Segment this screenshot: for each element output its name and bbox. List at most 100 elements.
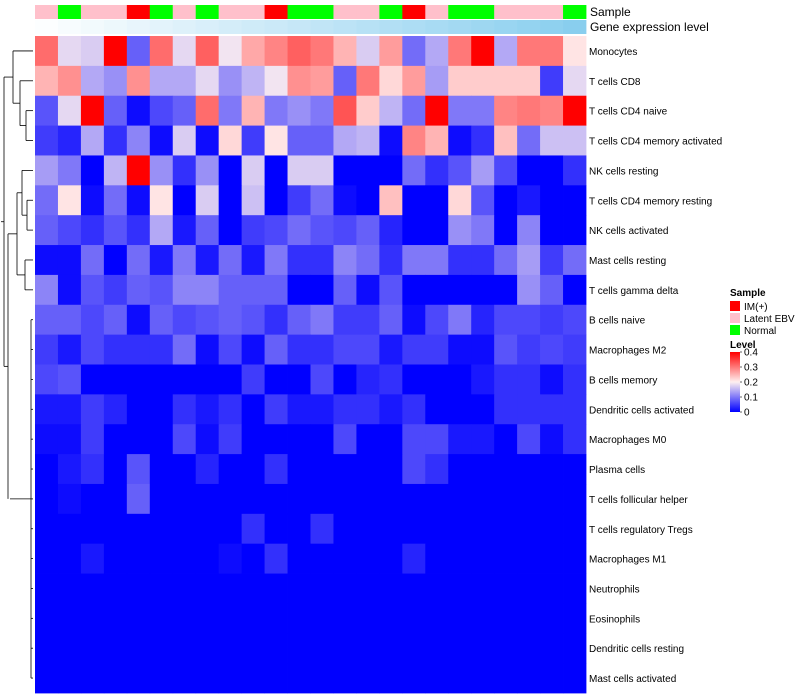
heatmap-cell [540,454,564,485]
heatmap-cell [103,36,128,67]
heatmap-cell [448,125,472,156]
heatmap-cell [264,543,288,574]
heatmap-cell [471,573,495,604]
heatmap-cell [517,603,541,634]
heatmap-cell [103,304,128,336]
heatmap-cell [310,573,334,604]
heatmap-cell [563,125,587,156]
heatmap-cell [241,454,265,485]
heatmap-cell [563,334,587,365]
heatmap-cell [333,215,357,246]
heatmap-cell [448,215,472,246]
heatmap-cell [241,543,265,574]
heatmap-cell [35,36,59,67]
legend-tick-label: 0.1 [744,393,758,404]
heatmap-cell [448,155,472,186]
heatmap-cell [103,274,128,306]
heatmap-cell [287,215,311,246]
heatmap-cell [126,36,151,67]
heatmap-cell [563,394,587,425]
heatmap-cell [195,334,220,365]
heatmap-cell [35,65,59,97]
heatmap-cell [448,394,472,425]
heatmap-cell [57,215,82,246]
heatmap-cell [402,424,426,455]
heatmap-cell [448,454,472,485]
heatmap-cell [80,633,105,664]
heatmap-cell [563,573,587,604]
heatmap-cell [540,155,564,186]
gene-expression-track-label: Gene expression level [590,20,709,34]
heatmap-cell [172,334,197,365]
heatmap-cell [356,65,380,97]
heatmap-cell [172,394,197,425]
heatmap-cell [517,543,541,574]
heatmap-cell [57,543,82,574]
heatmap-cell [172,573,197,604]
heatmap-cell [195,513,220,545]
heatmap-cell [471,304,495,336]
heatmap-cell [126,603,151,634]
heatmap-cell [35,663,59,694]
heatmap-cell [195,364,220,395]
heatmap-cell [517,65,541,97]
sample-annotation-cell [379,5,403,19]
legend-level-title: Level [730,340,756,351]
heatmap-cell [172,633,197,664]
heatmap-cell [218,513,243,545]
gene-expression-annotation-cell [126,20,151,34]
heatmap-cell [149,95,174,126]
heatmap-cell [80,424,105,455]
heatmap-cell [402,573,426,604]
heatmap-cell [149,125,174,156]
heatmap-cell [310,36,334,67]
heatmap-cell [57,185,82,216]
heatmap-cell [241,95,265,126]
heatmap-cell [149,663,174,694]
heatmap-cell [425,663,449,694]
heatmap-cell [517,274,541,306]
legend-level-colorbar [730,352,740,412]
heatmap-cell [517,215,541,246]
heatmap-cell [402,483,426,515]
heatmap-cell [172,245,197,276]
heatmap-cell [103,424,128,455]
heatmap-cell [149,155,174,186]
heatmap-cell [126,663,151,694]
heatmap-cell [218,454,243,485]
heatmap-cell [264,334,288,365]
heatmap-cell [402,394,426,425]
heatmap-cell [264,483,288,515]
heatmap-cell [448,424,472,455]
heatmap-cell [379,125,403,156]
heatmap-cell [35,483,59,515]
heatmap-cell [218,424,243,455]
heatmap-cell [494,513,518,545]
heatmap-cell [126,573,151,604]
heatmap-cell [218,364,243,395]
heatmap-cell [448,274,472,306]
heatmap-cell [517,155,541,186]
heatmap-cell [310,304,334,336]
heatmap-cell [35,185,59,216]
gene-expression-annotation-cell [80,20,105,34]
gene-expression-annotation-cell [103,20,128,34]
heatmap-cell [333,663,357,694]
heatmap-cell [356,364,380,395]
heatmap-cell [425,483,449,515]
heatmap-cell [218,603,243,634]
heatmap-cell [264,155,288,186]
heatmap-cell [241,245,265,276]
heatmap-cell [379,603,403,634]
heatmap-cell [310,95,334,126]
heatmap-cell [563,633,587,664]
heatmap-cell [103,633,128,664]
heatmap-cell [379,95,403,126]
heatmap-cell [310,334,334,365]
heatmap-cell [103,663,128,694]
heatmap-cell [103,573,128,604]
heatmap-cell [517,95,541,126]
heatmap-cell [494,364,518,395]
heatmap-cell [333,36,357,67]
